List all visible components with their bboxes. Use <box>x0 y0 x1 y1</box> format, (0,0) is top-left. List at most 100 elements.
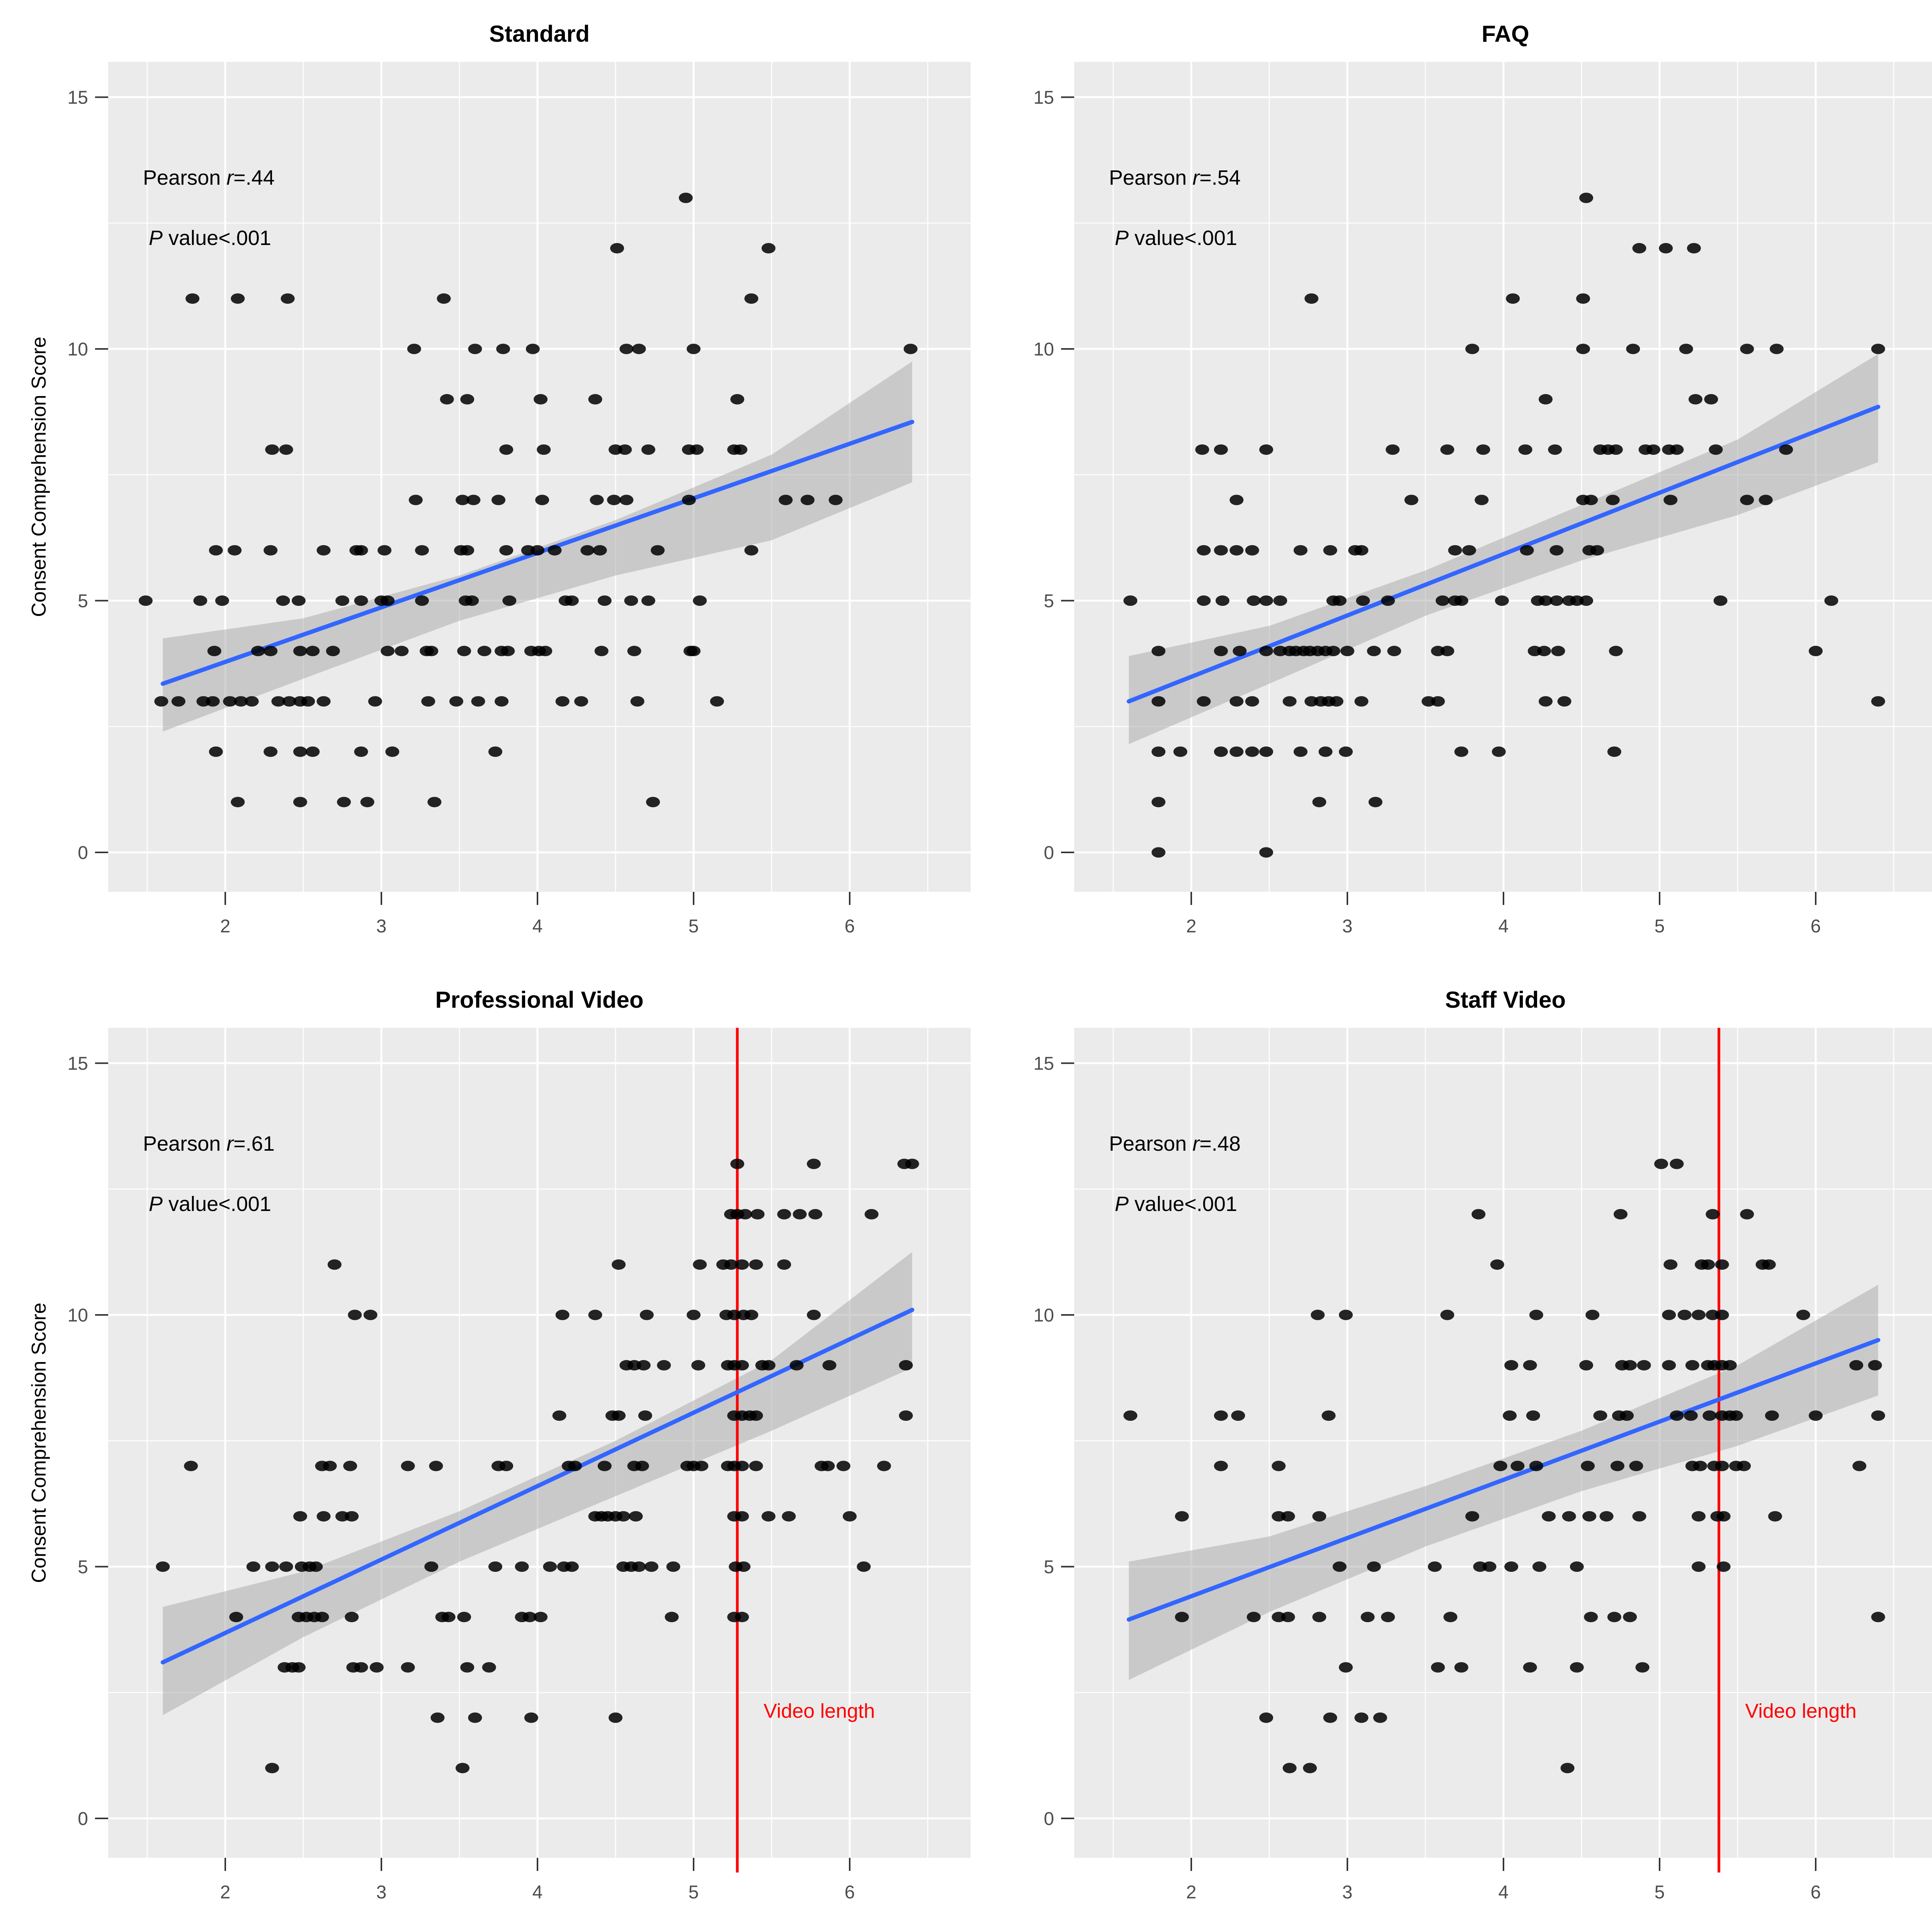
data-point <box>1740 495 1754 505</box>
data-point <box>624 595 638 606</box>
data-point <box>1637 1360 1651 1371</box>
data-point <box>496 344 510 354</box>
x-tick-label: 2 <box>1186 916 1197 937</box>
data-point <box>335 595 349 606</box>
data-point <box>644 1561 658 1572</box>
data-point <box>264 646 278 656</box>
data-point <box>271 696 286 707</box>
data-point <box>1654 1158 1668 1169</box>
data-point <box>1332 1561 1347 1572</box>
data-point <box>206 696 220 707</box>
data-point <box>1293 545 1308 556</box>
panel-professional-video: Video length 2 3 4 5 6 0 5 10 15 Professional Vide… <box>15 972 981 1932</box>
data-point <box>457 646 471 656</box>
data-point <box>492 495 505 505</box>
data-point <box>1670 444 1684 455</box>
data-point <box>395 646 409 656</box>
data-point <box>1740 1209 1754 1219</box>
data-point <box>1214 746 1228 757</box>
data-point <box>735 1461 749 1471</box>
scatter-plot-svg: 2 3 4 5 6 0 5 10 15 Standard Pearson r=.44 P value<… <box>28 21 971 937</box>
x-tick-label: 6 <box>845 916 855 937</box>
data-point <box>354 595 368 606</box>
data-point <box>641 444 655 455</box>
data-point <box>1373 1712 1387 1723</box>
data-point <box>234 696 248 707</box>
data-point <box>1716 1511 1731 1522</box>
data-point <box>1599 1511 1614 1522</box>
data-point <box>749 1461 763 1471</box>
data-point <box>457 1612 471 1622</box>
data-point <box>488 1561 502 1572</box>
data-point <box>1737 1461 1751 1471</box>
y-tick-label: 10 <box>1034 1305 1054 1326</box>
x-tick-label: 2 <box>220 1882 231 1903</box>
data-point <box>627 646 641 656</box>
data-point <box>1620 1410 1634 1421</box>
data-point <box>1623 1360 1637 1371</box>
data-point <box>171 696 185 707</box>
data-point <box>401 1662 415 1673</box>
data-point <box>761 1360 776 1371</box>
x-tick-label: 3 <box>1342 916 1353 937</box>
data-point <box>1282 696 1297 707</box>
data-point <box>1303 1763 1317 1774</box>
data-point <box>1175 1612 1189 1622</box>
data-point <box>185 293 200 304</box>
data-point <box>301 696 315 707</box>
y-tick-label: 10 <box>1034 339 1054 360</box>
data-point <box>345 1511 359 1522</box>
scatter-plot-svg: 2 3 4 5 6 0 5 10 15 FAQ Pearson r=.54 P value<.001 <box>1034 21 1932 937</box>
data-point <box>779 495 793 505</box>
data-point <box>1273 595 1287 606</box>
data-point <box>1326 646 1340 656</box>
data-point <box>1576 344 1590 354</box>
x-tick-label: 4 <box>532 1882 543 1903</box>
data-point <box>1247 595 1261 606</box>
data-point <box>1465 1511 1480 1522</box>
data-point <box>1532 1561 1546 1572</box>
data-point <box>1605 495 1620 505</box>
data-point <box>415 545 429 556</box>
data-point <box>229 1612 243 1622</box>
p-value-annotation: P value<.001 <box>149 1192 271 1216</box>
x-tick-label: 6 <box>845 1882 855 1903</box>
x-axis-title: Log of Time on Consent <box>1399 1931 1612 1932</box>
data-point <box>1723 1360 1737 1371</box>
data-point <box>502 595 517 606</box>
data-point <box>555 1310 570 1320</box>
data-point <box>515 1561 529 1572</box>
data-point <box>1293 746 1308 757</box>
data-point <box>1381 595 1395 606</box>
data-point <box>1523 1360 1537 1371</box>
data-point <box>441 1612 456 1622</box>
regression-line <box>160 1308 915 1665</box>
data-point <box>793 1209 807 1219</box>
data-point <box>1259 595 1273 606</box>
data-point <box>857 1561 871 1572</box>
x-tick-label: 6 <box>1811 916 1821 937</box>
data-point <box>1323 1712 1337 1723</box>
data-point <box>877 1461 891 1471</box>
data-point <box>368 696 382 707</box>
data-point <box>488 746 502 757</box>
data-point <box>1768 1511 1782 1522</box>
data-point <box>1706 1209 1720 1219</box>
data-point <box>499 545 514 556</box>
data-point <box>534 394 548 405</box>
y-tick-label: 10 <box>68 339 88 360</box>
data-point <box>1230 545 1244 556</box>
data-point <box>693 595 707 606</box>
data-point <box>293 1511 307 1522</box>
plot-panel-background <box>108 1028 971 1858</box>
data-point <box>1670 1410 1684 1421</box>
data-point <box>1663 495 1678 505</box>
data-point <box>1506 293 1520 304</box>
y-tick-label: 10 <box>68 1305 88 1326</box>
data-point <box>1448 545 1462 556</box>
data-point <box>1214 444 1228 455</box>
data-point <box>1195 444 1209 455</box>
data-point <box>588 394 602 405</box>
data-point <box>1809 646 1823 656</box>
data-point <box>501 646 515 656</box>
